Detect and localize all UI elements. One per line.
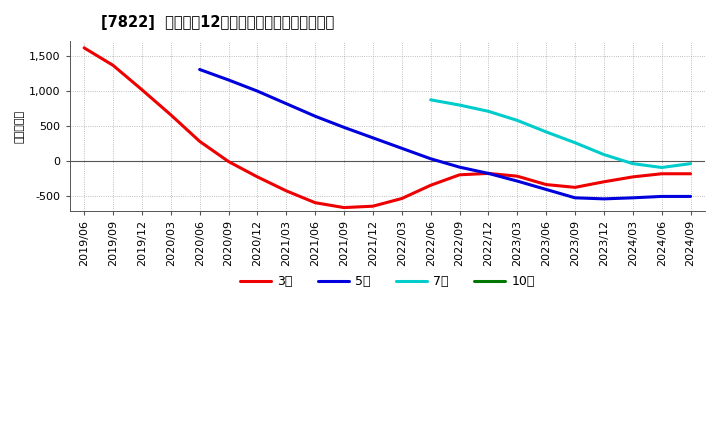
7年 (455, 103, 464, 108)
3年 (571, 185, 580, 190)
7年 (686, 161, 695, 166)
3年 (195, 139, 204, 144)
3年 (629, 174, 637, 180)
3年 (397, 196, 406, 201)
5年 (253, 88, 261, 94)
3年 (542, 182, 551, 187)
3年 (109, 62, 117, 68)
7年 (571, 140, 580, 145)
3年 (224, 159, 233, 164)
3年 (513, 173, 521, 179)
5年 (426, 156, 435, 161)
3年 (657, 171, 666, 176)
Legend: 3年, 5年, 7年, 10年: 3年, 5年, 7年, 10年 (235, 270, 540, 293)
Line: 3年: 3年 (84, 48, 690, 208)
5年 (369, 135, 377, 140)
3年 (253, 174, 261, 180)
3年 (282, 188, 291, 194)
5年 (600, 196, 608, 202)
Text: [7822]  経常利益12か月移動合計の平均値の推移: [7822] 経常利益12か月移動合計の平均値の推移 (102, 15, 335, 30)
5年 (542, 187, 551, 192)
3年 (455, 172, 464, 177)
5年 (224, 77, 233, 83)
Y-axis label: （百万円）: （百万円） (15, 110, 25, 143)
5年 (686, 194, 695, 199)
Line: 5年: 5年 (199, 70, 690, 199)
5年 (657, 194, 666, 199)
5年 (629, 195, 637, 201)
3年 (484, 171, 492, 176)
5年 (397, 146, 406, 151)
5年 (311, 114, 320, 119)
3年 (311, 200, 320, 205)
7年 (600, 152, 608, 157)
3年 (80, 45, 89, 51)
7年 (657, 165, 666, 170)
5年 (340, 125, 348, 130)
3年 (426, 183, 435, 188)
7年 (542, 129, 551, 135)
3年 (340, 205, 348, 210)
3年 (369, 204, 377, 209)
Line: 7年: 7年 (431, 100, 690, 168)
5年 (195, 67, 204, 72)
5年 (484, 171, 492, 176)
3年 (686, 171, 695, 176)
7年 (426, 97, 435, 103)
3年 (166, 112, 175, 117)
7年 (629, 161, 637, 166)
5年 (282, 101, 291, 106)
3年 (600, 179, 608, 184)
3年 (138, 87, 146, 92)
5年 (455, 165, 464, 170)
5年 (571, 195, 580, 201)
7年 (513, 118, 521, 123)
5年 (513, 179, 521, 184)
7年 (484, 109, 492, 114)
